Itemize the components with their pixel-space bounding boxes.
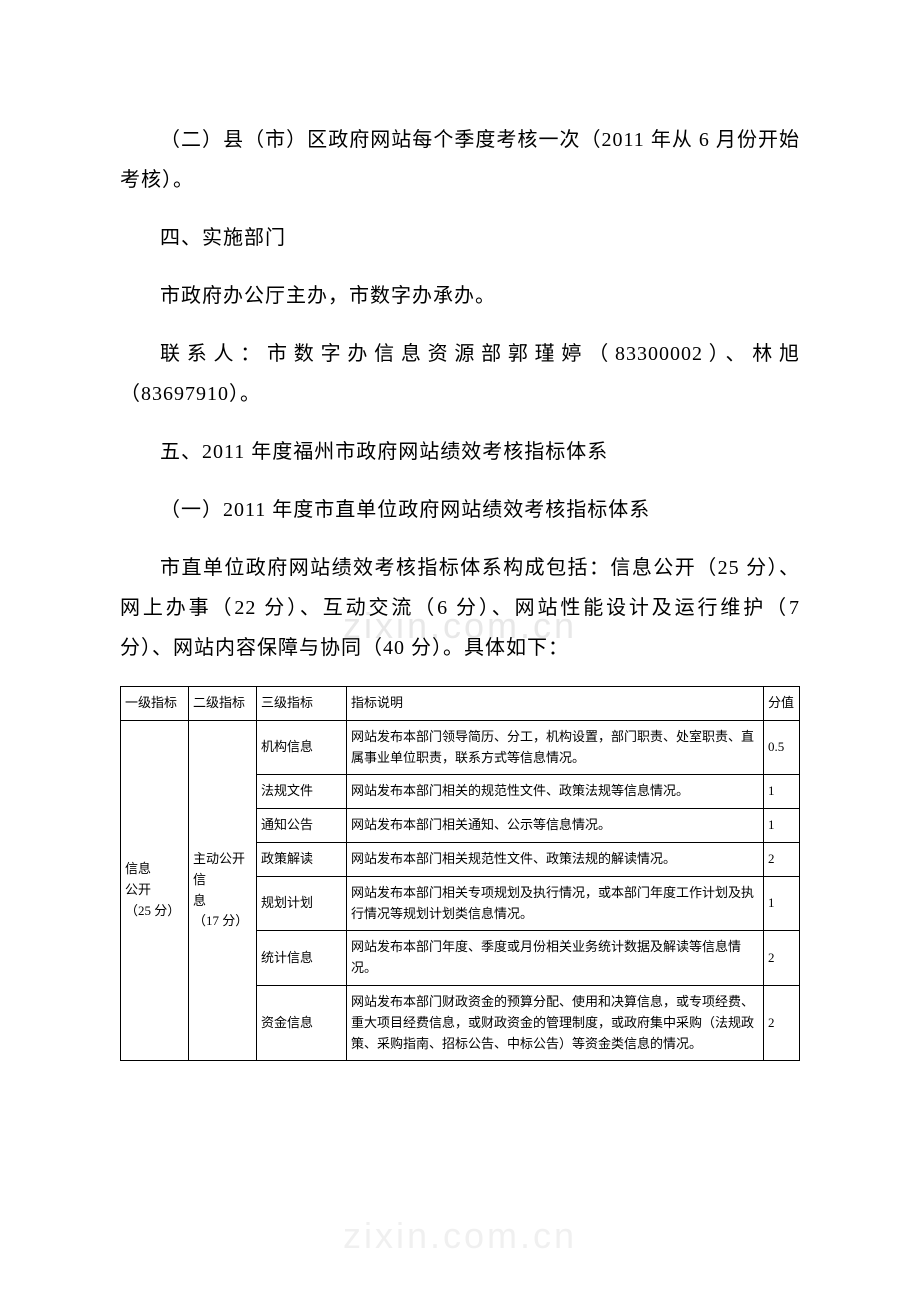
header-level3: 三级指标 xyxy=(257,687,347,721)
indicator-table: 一级指标 二级指标 三级指标 指标说明 分值 信息 公开 （25 分） 主动公开… xyxy=(120,686,800,1061)
table-row: 信息 公开 （25 分） 主动公开信 息 （17 分） 机构信息 网站发布本部门… xyxy=(121,720,800,775)
cell-desc: 网站发布本部门相关的规范性文件、政策法规等信息情况。 xyxy=(347,775,764,809)
cell-desc: 网站发布本部门相关专项规划及执行情况，或本部门年度工作计划及执行情况等规划计划类… xyxy=(347,876,764,931)
table-header-row: 一级指标 二级指标 三级指标 指标说明 分值 xyxy=(121,687,800,721)
header-level2: 二级指标 xyxy=(189,687,257,721)
paragraph: （二）县（市）区政府网站每个季度考核一次（2011 年从 6 月份开始考核）。 xyxy=(120,120,800,200)
cell-level3: 统计信息 xyxy=(257,931,347,986)
paragraph: 市政府办公厅主办，市数字办承办。 xyxy=(120,276,800,316)
cell-score: 1 xyxy=(764,876,800,931)
cell-level3: 规划计划 xyxy=(257,876,347,931)
paragraph: 市直单位政府网站绩效考核指标体系构成包括：信息公开（25 分）、网上办事（22 … xyxy=(120,548,800,668)
document-content: （二）县（市）区政府网站每个季度考核一次（2011 年从 6 月份开始考核）。 … xyxy=(120,120,800,1061)
cell-score: 1 xyxy=(764,775,800,809)
header-score: 分值 xyxy=(764,687,800,721)
cell-desc: 网站发布本部门相关通知、公示等信息情况。 xyxy=(347,809,764,843)
cell-desc: 网站发布本部门财政资金的预算分配、使用和决算信息，或专项经费、重大项目经费信息，… xyxy=(347,985,764,1060)
cell-score: 2 xyxy=(764,842,800,876)
paragraph: 四、实施部门 xyxy=(120,218,800,258)
cell-desc: 网站发布本部门年度、季度或月份相关业务统计数据及解读等信息情况。 xyxy=(347,931,764,986)
cell-level3: 通知公告 xyxy=(257,809,347,843)
paragraph: 联系人：市数字办信息资源部郭瑾婷（83300002）、林旭（83697910）。 xyxy=(120,334,800,414)
watermark: zixin.com.cn xyxy=(343,1215,577,1257)
cell-level2: 主动公开信 息 （17 分） xyxy=(189,720,257,1061)
cell-score: 2 xyxy=(764,985,800,1060)
cell-level3: 资金信息 xyxy=(257,985,347,1060)
cell-desc: 网站发布本部门领导简历、分工，机构设置，部门职责、处室职责、直属事业单位职责，联… xyxy=(347,720,764,775)
cell-score: 0.5 xyxy=(764,720,800,775)
cell-score: 1 xyxy=(764,809,800,843)
cell-level1: 信息 公开 （25 分） xyxy=(121,720,189,1061)
cell-level3: 机构信息 xyxy=(257,720,347,775)
cell-score: 2 xyxy=(764,931,800,986)
paragraph: 五、2011 年度福州市政府网站绩效考核指标体系 xyxy=(120,432,800,472)
cell-level3: 政策解读 xyxy=(257,842,347,876)
cell-desc: 网站发布本部门相关规范性文件、政策法规的解读情况。 xyxy=(347,842,764,876)
paragraph: （一）2011 年度市直单位政府网站绩效考核指标体系 xyxy=(120,490,800,530)
header-desc: 指标说明 xyxy=(347,687,764,721)
header-level1: 一级指标 xyxy=(121,687,189,721)
cell-level3: 法规文件 xyxy=(257,775,347,809)
